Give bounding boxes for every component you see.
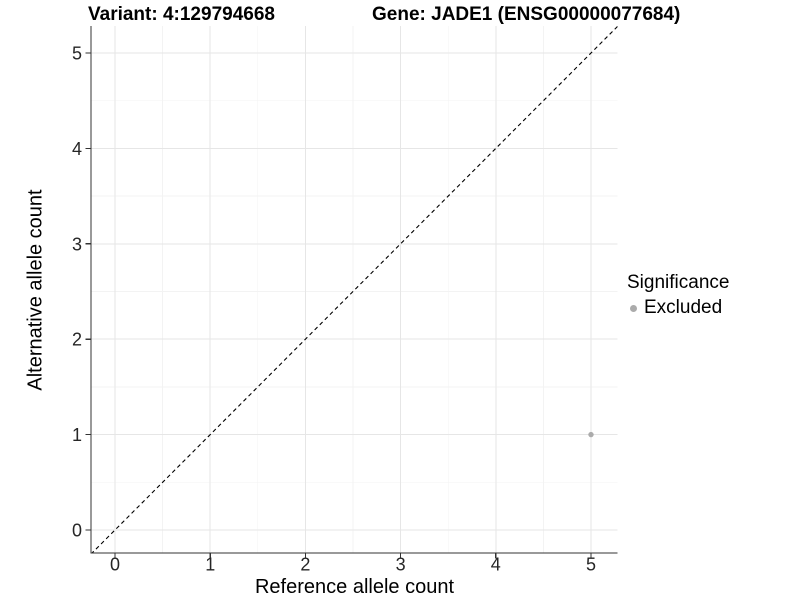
x-tick-label: 3: [396, 555, 406, 575]
y-tick-label: 1: [72, 425, 82, 445]
y-tick-label: 0: [72, 521, 82, 541]
axis-lines: [90, 26, 618, 554]
variant-title: Variant: 4:129794668: [88, 4, 275, 25]
gene-title: Gene: JADE1 (ENSG00000077684): [372, 4, 681, 25]
legend-item-excluded: Excluded: [627, 297, 729, 319]
x-tick-label: 4: [491, 555, 501, 575]
x-tick-label: 2: [300, 555, 310, 575]
x-tick-label: 0: [110, 555, 120, 575]
y-tick-label: 5: [72, 44, 82, 64]
grid-lines: [91, 26, 618, 553]
y-tick-label: 4: [72, 139, 82, 159]
y-tick-label: 3: [72, 234, 82, 254]
tick-marks: 0 1 2 3 4 5 0 1 2 3 4 5: [72, 44, 596, 575]
x-tick-label: 5: [586, 555, 596, 575]
x-axis-title: Reference allele count: [254, 576, 454, 598]
data-point-excluded: [588, 431, 594, 438]
y-tick-label: 2: [72, 330, 82, 350]
legend-item-label: Excluded: [644, 297, 723, 318]
legend-title: Significance: [627, 272, 730, 293]
x-tick-label: 1: [205, 555, 215, 575]
legend: Significance Excluded: [627, 272, 729, 319]
excluded-point-icon: [630, 304, 637, 312]
y-axis-title: Alternative allele count: [24, 189, 47, 391]
